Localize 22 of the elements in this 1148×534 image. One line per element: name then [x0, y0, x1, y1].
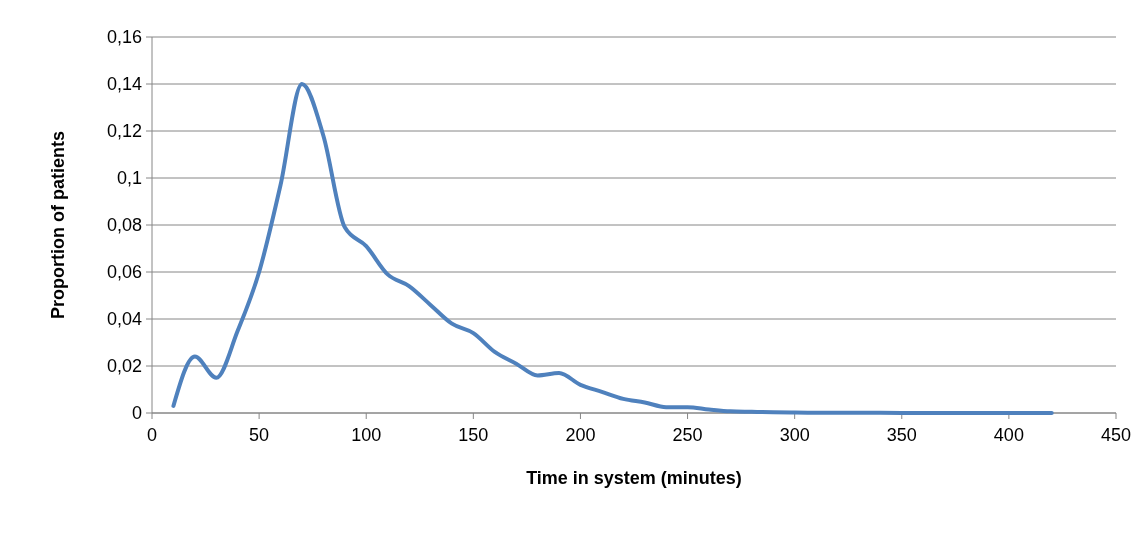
- line-series: [171, 82, 1054, 415]
- y-tick-label: 0,06: [106, 262, 142, 283]
- y-tick-label: 0,14: [106, 74, 142, 95]
- x-axis-title: Time in system (minutes): [526, 468, 742, 488]
- x-tick-label: 350: [886, 425, 917, 445]
- x-tick-label: 0: [146, 425, 158, 445]
- y-tick-label: 0,12: [106, 121, 142, 142]
- x-tick-label: 400: [993, 425, 1024, 445]
- y-tick-label: 0,08: [106, 215, 142, 236]
- x-tick-label: 450: [1100, 425, 1132, 445]
- x-tick-label: 100: [351, 425, 382, 445]
- y-tick-label: 0: [131, 403, 142, 424]
- y-axis-title: Proportion of patients: [48, 131, 68, 319]
- x-tick-label: 50: [249, 425, 270, 445]
- y-tick-label: 0,02: [106, 356, 142, 377]
- x-tick-label: 200: [565, 425, 596, 445]
- x-tick-label: 150: [458, 425, 489, 445]
- x-tick-label: 300: [779, 425, 810, 445]
- y-tick-label: 0,16: [106, 27, 142, 48]
- y-tick-label: 0,1: [116, 168, 142, 189]
- x-tick-label: 250: [672, 425, 703, 445]
- y-tick-label: 0,04: [106, 309, 142, 330]
